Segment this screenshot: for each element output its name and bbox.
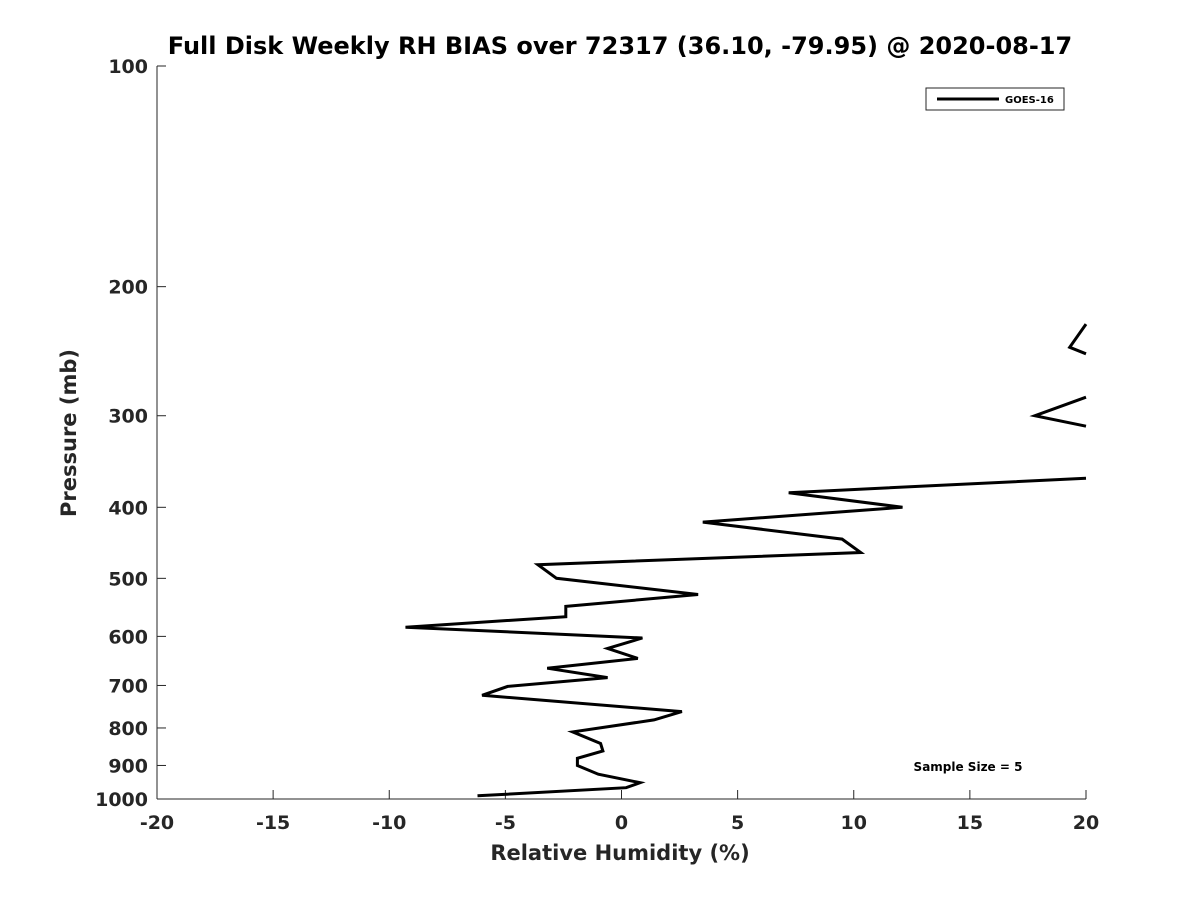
y-tick-label: 300 (108, 406, 148, 428)
y-tick-label: 600 (108, 626, 148, 648)
y-axis-label: Pressure (mb) (57, 349, 81, 517)
sample-size-annotation: Sample Size = 5 (914, 760, 1023, 774)
y-tick-label: 500 (108, 568, 148, 590)
x-tick-label: -15 (256, 812, 290, 834)
legend-label-goes-16: GOES-16 (1005, 95, 1054, 106)
y-tick-label: 700 (108, 675, 148, 697)
series-line-goes-16 (1067, 323, 1088, 356)
x-tick-label: -5 (495, 812, 516, 834)
x-tick-label: -10 (372, 812, 406, 834)
series-layer (405, 323, 1088, 798)
x-tick-label: 15 (957, 812, 983, 834)
y-tick-label: 100 (108, 56, 148, 78)
legend: GOES-16 (925, 87, 1065, 111)
y-tick-label: 200 (108, 277, 148, 299)
series-line-goes-16 (405, 476, 1087, 798)
x-tick-label: 0 (615, 812, 628, 834)
y-tick-label: 900 (108, 755, 148, 777)
y-tick-label: 400 (108, 497, 148, 519)
x-tick-label: 20 (1073, 812, 1099, 834)
y-tick-label: 800 (108, 718, 148, 740)
x-tick-label: 10 (841, 812, 867, 834)
x-axis-label: Relative Humidity (%) (490, 841, 749, 865)
x-tick-label: -20 (140, 812, 174, 834)
y-tick-label: 1000 (95, 789, 148, 811)
plot-area: -20 -15 -10 -5 0 5 10 15 20 100 200 300 400 500 600 70… (95, 56, 1099, 834)
chart-title: Full Disk Weekly RH BIAS over 72317 (36.… (168, 32, 1072, 60)
x-tick-label: 5 (731, 812, 744, 834)
series-line-goes-16 (1029, 395, 1087, 428)
x-axis-ticks: -20 -15 -10 -5 0 5 10 15 20 (140, 790, 1099, 834)
y-axis-ticks: 100 200 300 400 500 600 700 800 900 1000 (95, 56, 166, 811)
